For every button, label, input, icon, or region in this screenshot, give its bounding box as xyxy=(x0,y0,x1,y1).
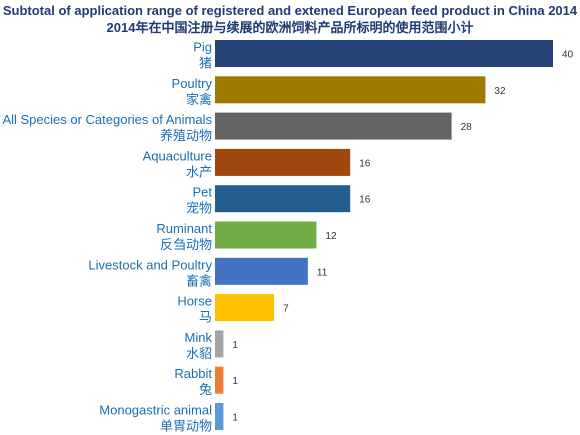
bar-1 xyxy=(215,76,486,104)
category-label-9: Rabbit xyxy=(174,366,212,381)
category-label-0: Pig xyxy=(193,40,212,55)
bar-8 xyxy=(215,330,224,358)
value-label-9: 1 xyxy=(232,376,238,387)
category-label-zh-2: 养殖动物 xyxy=(160,128,212,143)
category-label-zh-8: 水貂 xyxy=(186,346,212,361)
category-label-zh-3: 水产 xyxy=(186,164,212,179)
bar-7 xyxy=(215,294,275,322)
value-label-4: 16 xyxy=(359,195,371,206)
category-label-4: Pet xyxy=(192,185,212,200)
bar-2 xyxy=(215,112,452,140)
category-label-10: Monogastric animal xyxy=(99,403,212,418)
category-label-8: Mink xyxy=(185,330,213,345)
bar-3 xyxy=(215,148,351,176)
value-label-5: 12 xyxy=(325,231,337,242)
category-label-2: All Species or Categories of Animals xyxy=(2,112,212,127)
bar-9 xyxy=(215,366,224,394)
value-label-1: 32 xyxy=(494,86,506,97)
category-label-zh-6: 畜禽 xyxy=(186,273,212,288)
category-label-6: Livestock and Poultry xyxy=(88,257,212,272)
value-label-8: 1 xyxy=(232,340,238,351)
bar-0 xyxy=(215,40,553,67)
bar-6 xyxy=(215,257,308,285)
category-label-zh-0: 猪 xyxy=(199,56,212,71)
value-label-3: 16 xyxy=(359,158,371,169)
chart-subtitle: 2014年在中国注册与续展的欧洲饲料产品所标明的使用范围小计 xyxy=(107,20,474,35)
bar-10 xyxy=(215,403,224,430)
category-label-zh-5: 反刍动物 xyxy=(160,237,212,252)
category-label-zh-4: 宠物 xyxy=(186,201,212,216)
value-label-7: 7 xyxy=(283,304,289,315)
category-label-zh-9: 兔 xyxy=(199,382,212,397)
bar-5 xyxy=(215,221,317,249)
category-label-1: Poultry xyxy=(172,76,213,91)
category-label-5: Ruminant xyxy=(156,221,212,236)
chart-title: Subtotal of application range of registe… xyxy=(3,3,578,18)
category-label-7: Horse xyxy=(177,294,212,309)
bar-4 xyxy=(215,185,351,213)
value-label-2: 28 xyxy=(461,122,473,133)
category-label-zh-1: 家禽 xyxy=(186,92,212,107)
category-label-zh-10: 单胃动物 xyxy=(160,419,212,434)
category-label-3: Aquaculture xyxy=(143,148,212,163)
value-label-10: 1 xyxy=(232,413,238,424)
category-label-zh-7: 马 xyxy=(199,310,212,325)
value-label-0: 40 xyxy=(562,50,574,61)
value-label-6: 11 xyxy=(317,267,328,278)
